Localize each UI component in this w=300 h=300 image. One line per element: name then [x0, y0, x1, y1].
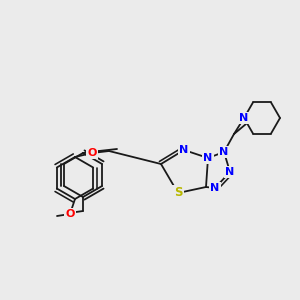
- Text: O: O: [65, 209, 75, 219]
- Text: O: O: [87, 148, 97, 158]
- Text: N: N: [179, 145, 189, 155]
- Text: N: N: [239, 113, 249, 123]
- Text: N: N: [219, 147, 229, 157]
- Text: N: N: [210, 183, 220, 193]
- Text: S: S: [174, 187, 182, 200]
- Text: N: N: [225, 167, 235, 177]
- Text: N: N: [203, 153, 213, 163]
